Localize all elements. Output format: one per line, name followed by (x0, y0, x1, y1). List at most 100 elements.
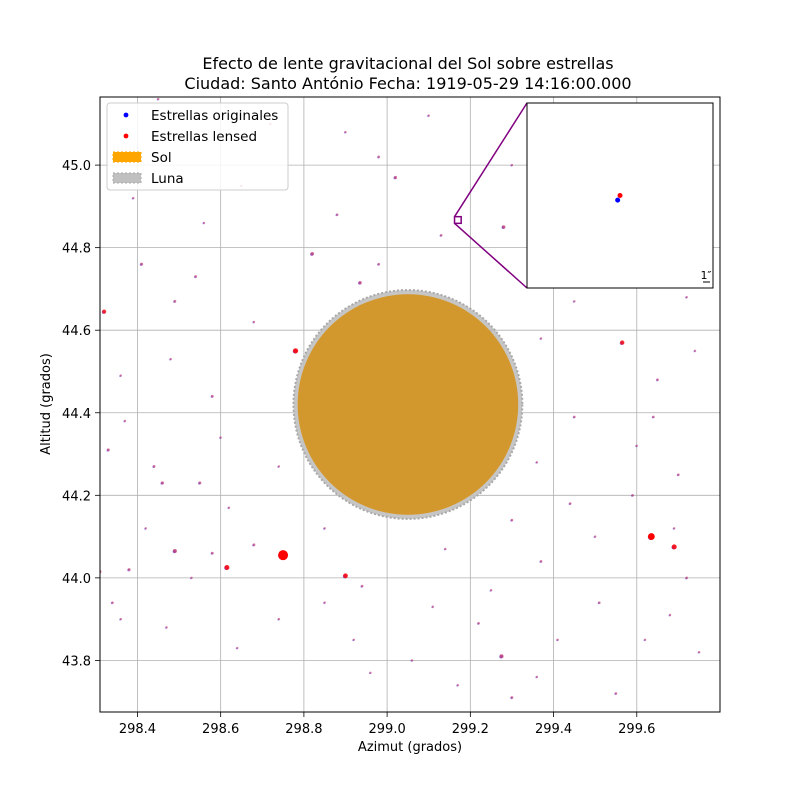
star-lensed (140, 262, 144, 266)
star-lensed (635, 444, 638, 447)
star-lensed (127, 568, 131, 572)
star-lensed (227, 506, 231, 509)
legend-box (106, 102, 289, 191)
star-lensed (556, 638, 559, 641)
star-lensed (439, 233, 443, 237)
star-lensed (539, 337, 543, 340)
star-lensed (573, 300, 576, 303)
star-lensed (190, 576, 193, 580)
star-lensed (598, 601, 601, 604)
star-lensed (252, 543, 256, 547)
y-tick-label: 44.8 (62, 242, 91, 257)
chart-title-line1: Efecto de lente gravitacional del Sol so… (202, 54, 613, 73)
star-lensed (173, 299, 177, 303)
y-axis-label: Altitud (grados) (39, 353, 54, 455)
axis-ticks: 298.4 298.6 298.8 299.0 299.2 299.4 299.6 43.8 4… (62, 159, 655, 737)
x-tick-label: 299.0 (369, 722, 406, 737)
legend-patch (112, 172, 142, 184)
star-lensed (160, 481, 165, 485)
star-lensed (652, 415, 655, 419)
star-lensed (360, 584, 364, 588)
star-lensed (535, 675, 539, 679)
star-lensed (323, 601, 326, 604)
inset-star-original (615, 197, 621, 203)
star-lensed (614, 692, 618, 695)
star-lensed (198, 481, 202, 485)
x-tick-label: 298.4 (119, 722, 156, 737)
inset-connector (454, 222, 528, 289)
star-lensed (157, 97, 160, 101)
inset-scale-label: 1″ (700, 269, 711, 282)
star-lensed (539, 560, 543, 563)
star-lensed (671, 544, 677, 550)
star-lensed (369, 671, 372, 674)
star-lensed (352, 638, 356, 641)
star-lensed (202, 221, 206, 225)
star-lensed (278, 550, 289, 561)
star-lensed (132, 196, 135, 200)
star-lensed (510, 696, 514, 699)
star-lensed (119, 617, 123, 621)
star-lensed (573, 415, 576, 419)
sun-disk (297, 294, 519, 515)
legend-label: Luna (151, 171, 184, 187)
x-tick-label: 299.6 (618, 722, 655, 737)
star-lensed (344, 130, 347, 134)
star-lensed (252, 320, 256, 324)
star-lensed (119, 374, 123, 377)
y-tick-label: 44.0 (62, 572, 91, 587)
star-lensed (172, 549, 177, 554)
star-lensed (477, 621, 480, 625)
star-lensed (673, 527, 676, 530)
x-tick-label: 298.6 (202, 722, 239, 737)
star-lensed (323, 527, 326, 530)
star-lensed (431, 605, 435, 608)
sun-moon (292, 289, 524, 520)
star-lensed (631, 494, 634, 497)
star-lensed (697, 650, 701, 654)
star-lensed (685, 576, 689, 580)
zoom-region (453, 215, 462, 225)
star-lensed (194, 275, 198, 278)
inset-star-lensed (617, 193, 623, 198)
star-lensed (668, 613, 672, 617)
star-lensed (277, 465, 281, 468)
zoom-inset: 1″ (453, 102, 714, 289)
star-lensed (358, 281, 362, 285)
y-tick-label: 44.6 (62, 324, 91, 339)
star-lensed (568, 502, 572, 505)
inset-connector (453, 102, 528, 218)
star-lensed (693, 349, 697, 353)
star-lensed (144, 527, 147, 530)
star-lensed (165, 626, 168, 629)
star-lensed (152, 465, 156, 468)
legend-marker (123, 133, 129, 139)
star-lensed (292, 348, 299, 354)
x-tick-label: 299.2 (452, 722, 489, 737)
star-lensed (377, 155, 381, 159)
star-lensed (393, 175, 398, 180)
moon-overlay (297, 294, 519, 515)
star-lensed (169, 357, 172, 361)
x-axis-label: Azimut (grados) (358, 740, 462, 755)
star-lensed (310, 252, 315, 256)
y-tick-label: 45.0 (62, 159, 91, 174)
star-lensed (677, 473, 680, 476)
star-lensed (377, 262, 381, 266)
star-lensed (335, 213, 339, 216)
star-lensed (510, 518, 514, 522)
star-lensed (210, 551, 214, 555)
plot-frame (99, 96, 721, 713)
star-lensed (593, 535, 597, 538)
star-lensed (106, 448, 110, 452)
star-lensed (656, 378, 659, 382)
star-lensed (236, 646, 239, 650)
star-lensed (210, 394, 214, 398)
y-tick-label: 44.4 (62, 407, 91, 422)
star-lensed (111, 601, 114, 604)
star-lensed (643, 638, 647, 641)
star-lensed (510, 163, 514, 167)
legend: Estrellas originales Estrellas lensed Sol L… (106, 102, 289, 191)
star-lensed (620, 340, 625, 345)
